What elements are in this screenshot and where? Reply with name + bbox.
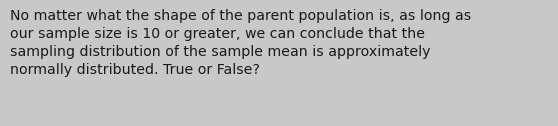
Text: No matter what the shape of the parent population is, as long as
our sample size: No matter what the shape of the parent p… (10, 9, 472, 77)
